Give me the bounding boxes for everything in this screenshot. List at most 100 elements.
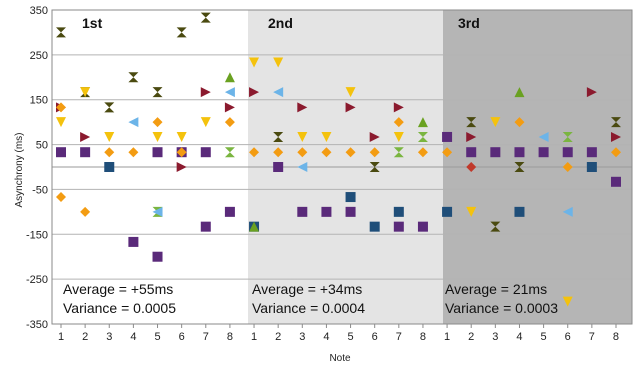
data-point-tri-down <box>249 57 260 68</box>
x-tick-label: 2 <box>468 331 474 343</box>
data-point-bowtie <box>393 147 404 158</box>
data-point-bowtie <box>152 87 163 98</box>
data-point-diamond <box>514 117 525 128</box>
data-point-tri-up <box>249 221 260 232</box>
data-point-diamond <box>345 147 356 158</box>
data-points <box>56 12 621 307</box>
data-point-square <box>224 206 235 217</box>
data-point-diamond <box>321 147 332 158</box>
data-point-square <box>80 147 91 158</box>
plot-frame <box>51 9 633 325</box>
data-point-tri-right <box>610 131 621 142</box>
data-point-tri-up <box>514 87 525 98</box>
data-point-square <box>321 206 332 217</box>
y-tick-label: -50 <box>32 184 48 196</box>
data-point-bowtie <box>200 12 211 23</box>
x-tick-label: 4 <box>130 331 136 343</box>
y-axis-label: Asynchrony (ms) <box>14 132 25 207</box>
data-point-tri-right <box>200 87 211 98</box>
data-point-diamond <box>104 147 115 158</box>
data-point-bowtie <box>466 117 477 128</box>
y-tick-label: -150 <box>26 229 48 241</box>
data-point-tri-down <box>176 131 187 142</box>
data-point-tri-left <box>273 87 284 98</box>
data-point-tri-down <box>393 131 404 142</box>
section-label: 1st <box>82 15 103 31</box>
data-point-diamond <box>610 147 621 158</box>
data-point-square <box>369 221 380 232</box>
x-tick-label: 7 <box>396 331 402 343</box>
data-point-diamond <box>466 162 477 172</box>
data-point-bowtie <box>490 221 501 232</box>
data-point-tri-up <box>417 117 428 128</box>
x-axis-label: Note <box>329 353 351 364</box>
data-point-tri-down <box>490 117 501 128</box>
axes: 350 250 150 50 -50 -150 -250 -350 1 2 3 4 5 6 7 8 1 2 3 4 5 6… <box>26 5 633 343</box>
x-tick-label: 2 <box>82 331 88 343</box>
data-point-tri-right <box>586 87 597 98</box>
data-point-square <box>442 206 453 217</box>
x-tick-label: 7 <box>589 331 595 343</box>
x-tick-label: 8 <box>227 331 233 343</box>
data-point-square <box>538 147 549 158</box>
data-point-tri-right <box>176 162 187 172</box>
data-point-square <box>345 192 356 203</box>
data-point-tri-right <box>80 131 91 142</box>
data-point-tri-down <box>273 57 284 68</box>
average-text: Average = +55ms <box>63 281 173 297</box>
data-point-tri-right <box>393 102 404 113</box>
data-point-tri-left <box>538 131 549 142</box>
data-point-diamond <box>224 117 235 128</box>
y-tick-label: 50 <box>36 140 48 152</box>
y-tick-label: -350 <box>26 319 48 331</box>
x-tick-label: 6 <box>179 331 185 343</box>
data-point-tri-down <box>152 131 163 142</box>
section-label: 2nd <box>268 15 293 31</box>
data-point-square <box>610 176 621 187</box>
data-point-square <box>586 147 597 158</box>
x-tick-label: 5 <box>347 331 353 343</box>
data-point-tri-down <box>321 131 332 142</box>
data-point-tri-down <box>297 131 308 142</box>
data-point-diamond <box>128 147 139 158</box>
data-point-tri-down <box>200 117 211 128</box>
x-tick-label: 3 <box>106 331 112 343</box>
x-tick-label: 3 <box>492 331 498 343</box>
data-point-square <box>442 131 453 142</box>
data-point-square <box>490 147 501 158</box>
data-point-square <box>417 221 428 232</box>
x-tick-label: 4 <box>516 331 522 343</box>
y-tick-label: 250 <box>30 50 48 62</box>
data-point-square <box>393 221 404 232</box>
annotations: 1st Average = +55ms Variance = 0.0005 2nd Av… <box>63 15 558 316</box>
data-point-bowtie <box>417 131 428 142</box>
x-tick-label: 2 <box>275 331 281 343</box>
data-point-square <box>586 162 597 172</box>
x-tick-label: 8 <box>420 331 426 343</box>
data-point-diamond <box>56 192 66 203</box>
data-point-square <box>514 147 525 158</box>
data-point-square <box>152 251 163 262</box>
x-tick-label: 8 <box>613 331 619 343</box>
section-label: 3rd <box>458 15 480 31</box>
x-tick-label: 5 <box>541 331 547 343</box>
data-point-tri-up <box>224 72 235 83</box>
data-point-diamond <box>393 117 404 128</box>
data-point-tri-right <box>345 102 356 113</box>
data-point-bowtie <box>562 131 573 142</box>
data-point-bowtie <box>514 162 525 172</box>
data-point-tri-right <box>249 87 260 98</box>
data-point-bowtie <box>273 131 284 142</box>
data-point-square <box>562 147 573 158</box>
data-point-square <box>393 206 404 217</box>
data-point-square <box>152 147 163 158</box>
data-point-tri-right <box>224 102 235 113</box>
data-point-bowtie <box>128 72 139 83</box>
x-tick-label: 4 <box>323 331 329 343</box>
data-point-diamond <box>369 147 380 158</box>
data-point-square <box>297 206 308 217</box>
data-point-diamond <box>249 147 260 158</box>
data-point-tri-down <box>562 296 573 307</box>
data-point-square <box>200 221 211 232</box>
